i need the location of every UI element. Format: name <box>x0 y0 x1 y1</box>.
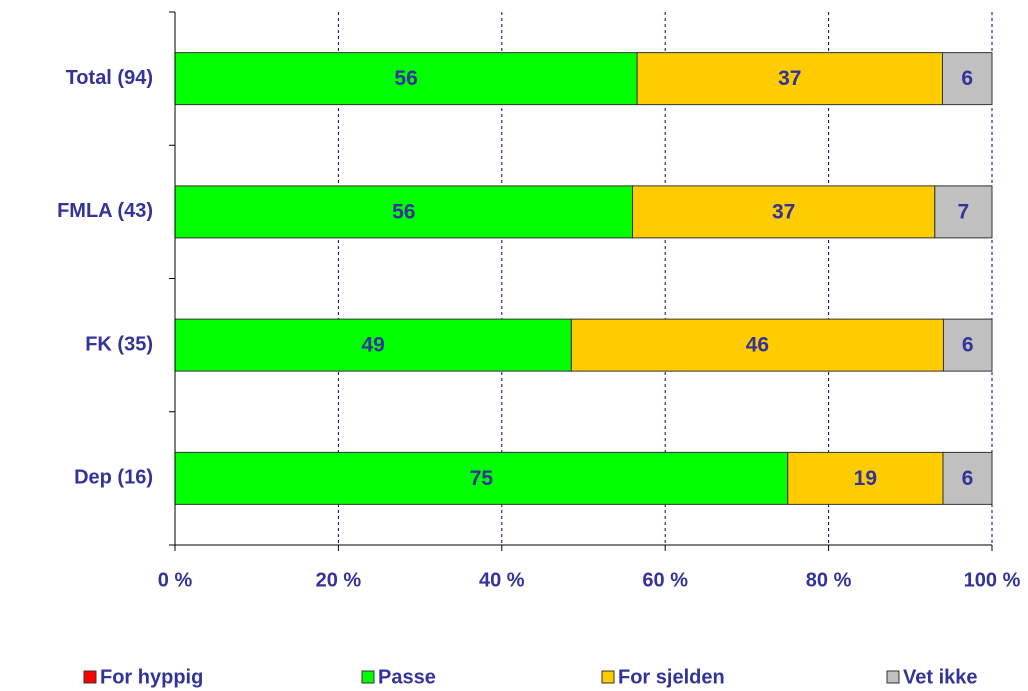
bar-segment <box>636 52 943 106</box>
legend-label: For hyppig <box>100 666 203 688</box>
data-label: 6 <box>962 467 974 490</box>
legend-marker <box>886 670 900 684</box>
data-label: 56 <box>392 200 415 223</box>
bar-segment <box>174 185 634 239</box>
bar-segment <box>934 185 993 239</box>
bar-segment <box>787 451 944 505</box>
y-tick-label: Total (94) <box>66 67 153 89</box>
y-tick-label: Dep (16) <box>74 467 153 489</box>
x-tick-label: 80 % <box>806 569 852 591</box>
data-label: 6 <box>961 67 973 90</box>
bar-segment <box>570 318 944 372</box>
x-tick-label: 40 % <box>479 569 525 591</box>
x-tick-label: 60 % <box>642 569 688 591</box>
y-tick-label: FMLA (43) <box>57 200 153 222</box>
data-label: 75 <box>470 467 494 490</box>
bar-segment <box>942 318 993 372</box>
data-label: 19 <box>854 467 877 490</box>
data-label: 46 <box>746 334 769 357</box>
legend-label: Vet ikke <box>903 666 978 688</box>
data-label: 49 <box>362 334 385 357</box>
bar-segment <box>174 52 638 106</box>
bar-segment <box>632 185 936 239</box>
data-label: 56 <box>394 67 417 90</box>
legend-label: For sjelden <box>618 666 725 688</box>
bar-segment <box>942 451 993 505</box>
bar-segment <box>941 52 993 106</box>
data-label: 6 <box>962 334 974 357</box>
x-tick-label: 100 % <box>964 569 1021 591</box>
y-tick-label: FK (35) <box>85 333 153 355</box>
x-tick-label: 0 % <box>158 569 193 591</box>
x-tick-label: 20 % <box>316 569 362 591</box>
bar-segment <box>174 451 789 505</box>
data-label: 7 <box>958 200 970 223</box>
legend-label: Passe <box>378 666 436 688</box>
data-label: 37 <box>778 67 801 90</box>
data-label: 37 <box>772 200 795 223</box>
legend-marker <box>601 670 615 684</box>
legend-marker <box>361 670 375 684</box>
legend-marker <box>83 670 97 684</box>
